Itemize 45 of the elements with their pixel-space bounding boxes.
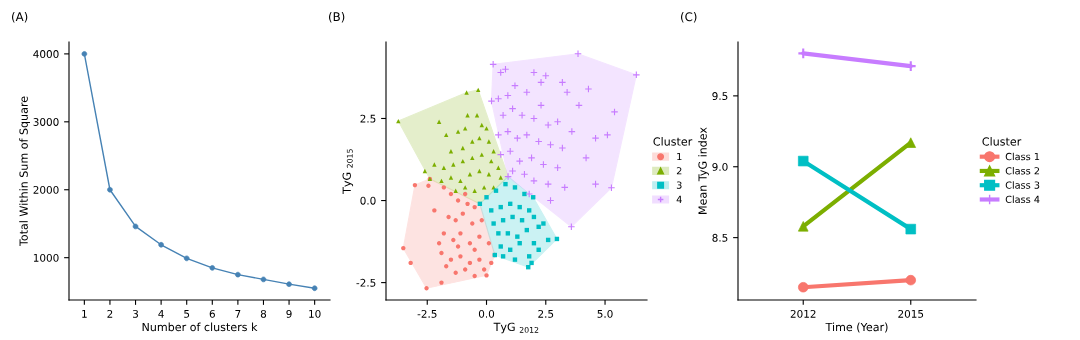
y-tick-label: 4000: [33, 50, 59, 58]
x-axis-title: Number of clusters k: [142, 322, 258, 332]
y-tick-label: 2.5: [360, 114, 376, 123]
x-tick-label: 0.0: [478, 309, 495, 318]
legend-label: Class 1: [1005, 152, 1040, 161]
chart-title: (A): [12, 12, 28, 23]
legend-label: 2: [676, 167, 682, 175]
legend-label: 4: [676, 195, 682, 203]
x-tick-label: 5.0: [597, 309, 613, 318]
legend-title: Cluster: [653, 137, 693, 146]
y-tick-label: 8.5: [712, 233, 728, 242]
legend-label: Class 4: [1005, 195, 1040, 204]
legend-label: 1: [677, 153, 682, 161]
y-tick-label: 1000: [33, 253, 59, 262]
y-tick-label: 2000: [33, 185, 59, 194]
y-tick-label: 0.0: [360, 196, 376, 205]
x-tick-label: 2012: [790, 309, 816, 318]
x-tick-label: 4: [158, 310, 164, 318]
x-tick-label: 5: [184, 310, 190, 318]
y-axis-title: Mean TyG index: [698, 127, 709, 214]
legend-label: 3: [676, 181, 682, 189]
chart-title: (C): [681, 12, 697, 23]
x-tick-label: -2.5: [417, 309, 437, 318]
legend-label: Class 2: [1005, 166, 1040, 175]
y-axis-title: TyG $_{2015}$: [342, 149, 354, 194]
y-tick-label: 9.0: [712, 162, 728, 171]
y-tick-label: 9.5: [712, 92, 728, 100]
x-tick-label: 10: [309, 309, 321, 318]
y-tick-label: 3000: [33, 118, 59, 126]
x-tick-label: 8: [260, 309, 267, 318]
x-tick-label: 2: [107, 309, 113, 318]
chart-title: (B): [329, 12, 345, 23]
x-axis-title: Time (Year): [825, 322, 888, 333]
x-tick-label: 9: [286, 309, 292, 318]
x-tick-label: 1: [82, 310, 87, 318]
x-axis-title: TyG $_{2012}$: [493, 322, 539, 334]
legend-title: Cluster: [982, 137, 1022, 146]
x-tick-label: 3: [133, 309, 139, 318]
x-tick-label: 2015: [898, 309, 924, 318]
x-tick-label: 2.5: [538, 309, 554, 318]
x-tick-label: 6: [209, 309, 215, 318]
legend-label: Class 3: [1005, 181, 1040, 189]
y-axis-title: Total Within Sum of Square: [19, 96, 30, 247]
y-tick-label: -2.5: [356, 278, 376, 287]
x-tick-label: 7: [235, 310, 241, 318]
